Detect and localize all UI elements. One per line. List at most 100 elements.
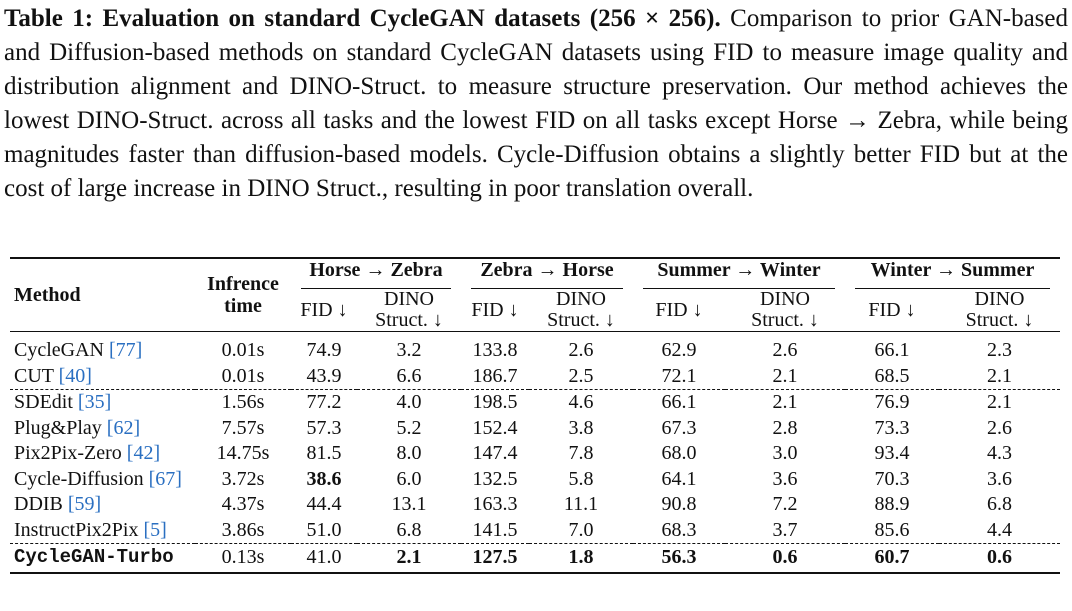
value-cell: 7.8 [568,442,594,465]
method-name: DDIB [14,493,63,516]
method-name: Cycle-Diffusion [14,467,144,490]
value-cell: 2.8 [772,416,798,439]
header-fid: FID ↓ [655,298,703,321]
value-cell: 88.9 [874,493,910,516]
method-name: SDEdit [14,391,73,414]
header-dino: DINO Struct. ↓ [375,288,443,331]
value-cell: 41.0 [306,545,342,568]
value-cell: 4.0 [396,391,422,414]
value-cell: 76.9 [874,391,910,414]
citation-link[interactable]: [67] [148,467,182,490]
value-cell: 198.5 [472,391,518,414]
value-cell: 62.9 [661,339,697,362]
table-row: CycleGAN [77] 0.01s 74.9 3.2 133.8 2.6 6… [10,331,1060,364]
citation-link[interactable]: [40] [58,364,92,387]
citation-link[interactable]: [62] [106,416,141,439]
value-cell: 186.7 [472,364,518,387]
method-name: Pix2Pix-Zero [14,442,122,465]
time-cell: 14.75s [216,442,270,465]
value-cell: 4.3 [987,442,1012,465]
value-cell-best: 1.8 [568,545,594,568]
table-row-ours: CycleGAN-Turbo 0.13s 41.0 2.1 127.5 1.8 … [10,543,1060,573]
value-cell: 6.0 [396,467,422,490]
table-row: Pix2Pix-Zero [42] 14.75s 81.5 8.0 147.4 … [10,441,1060,467]
header-fid: FID ↓ [471,298,519,321]
time-cell: 1.56s [221,391,265,414]
value-cell: 2.1 [772,391,798,414]
value-cell: 7.0 [568,518,594,541]
value-cell: 68.5 [874,364,910,387]
value-cell-best: 127.5 [472,545,518,568]
header-group-zebra-horse: Zebra → Horse [461,258,633,289]
value-cell: 67.3 [661,416,697,439]
header-group-horse-zebra: Horse → Zebra [291,258,461,289]
value-cell: 7.2 [772,493,798,516]
method-name-ours: CycleGAN-Turbo [14,546,174,568]
value-cell: 133.8 [472,339,518,362]
value-cell: 66.1 [874,339,910,362]
time-cell: 0.01s [221,339,265,362]
value-cell: 90.8 [661,493,697,516]
value-cell: 51.0 [306,518,342,541]
value-cell: 72.1 [661,364,697,387]
value-cell: 13.1 [391,493,427,516]
results-table: Method Infrence time Horse → Zebra Zebra … [10,257,1060,574]
header-method: Method [14,283,81,306]
time-cell: 4.37s [221,493,265,516]
header-dino: DINO Struct. ↓ [547,288,615,331]
caption-body: Comparison to prior GAN-based and Diffus… [4,5,1069,202]
value-cell: 57.3 [306,416,342,439]
value-cell: 11.1 [563,493,599,516]
citation-link[interactable]: [5] [143,518,167,541]
time-cell: 3.86s [221,518,265,541]
header-group-summer-winter: Summer → Winter [633,258,845,289]
method-name: Plug&Play [14,416,102,439]
value-cell: 68.0 [661,442,697,465]
time-cell: 0.13s [221,545,265,568]
caption-title: Table 1: Evaluation on standard CycleGAN… [4,5,721,32]
time-cell: 7.57s [221,416,265,439]
value-cell-best: 38.6 [306,467,342,490]
value-cell-best: 2.1 [396,545,422,568]
value-cell-best: 60.7 [874,545,910,568]
header-fid: FID ↓ [868,298,916,321]
header-group-winter-summer: Winter → Summer [845,258,1060,289]
value-cell: 3.2 [396,339,422,362]
value-cell: 73.3 [874,416,910,439]
value-cell: 132.5 [472,467,518,490]
header-fid: FID ↓ [300,298,348,321]
value-cell-best: 0.6 [987,545,1012,568]
value-cell-best: 56.3 [661,545,697,568]
value-cell: 5.2 [396,416,422,439]
value-cell: 141.5 [472,518,518,541]
value-cell: 6.8 [987,493,1012,516]
value-cell: 70.3 [874,467,910,490]
citation-link[interactable]: [77] [108,339,143,362]
value-cell: 3.8 [568,416,594,439]
value-cell: 2.6 [568,339,594,362]
value-cell: 66.1 [661,391,697,414]
citation-link[interactable]: [59] [67,493,102,516]
table-row: Cycle-Diffusion [67] 3.72s 38.6 6.0 132.… [10,467,1060,493]
value-cell: 2.5 [568,364,594,387]
value-cell: 4.6 [568,391,594,414]
header-time-line2: time [224,295,262,317]
value-cell: 68.3 [661,518,697,541]
value-cell: 2.1 [987,391,1012,414]
table-row: Plug&Play [62] 7.57s 57.3 5.2 152.4 3.8 … [10,416,1060,442]
value-cell: 93.4 [874,442,910,465]
value-cell: 2.1 [987,364,1012,387]
value-cell: 3.6 [987,467,1012,490]
citation-link[interactable]: [42] [126,442,161,465]
value-cell: 5.8 [568,467,594,490]
value-cell: 2.6 [772,339,798,362]
value-cell-best: 0.6 [772,545,798,568]
method-name: CUT [14,364,54,387]
value-cell: 77.2 [306,391,342,414]
citation-link[interactable]: [35] [77,391,112,414]
value-cell: 3.7 [772,518,798,541]
value-cell: 81.5 [306,442,342,465]
value-cell: 3.6 [772,467,798,490]
header-time-line1: Infrence [207,273,279,295]
